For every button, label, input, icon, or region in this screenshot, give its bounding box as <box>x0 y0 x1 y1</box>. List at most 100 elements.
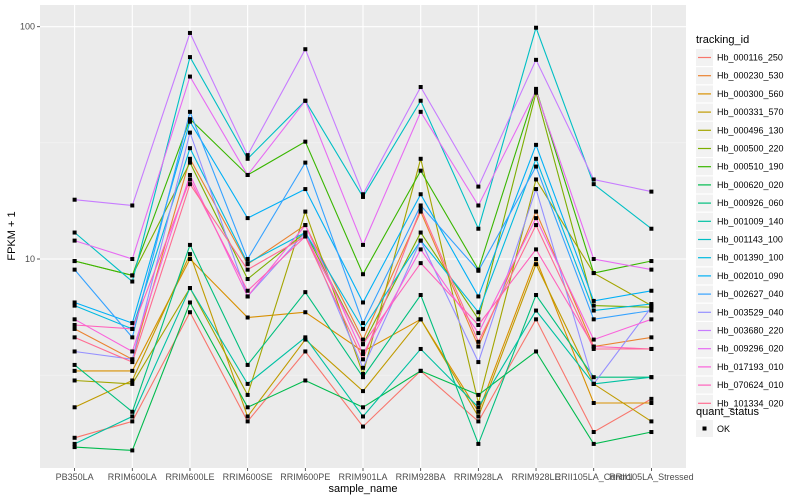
shape-legend-item: OK <box>696 420 730 437</box>
data-point <box>361 352 365 357</box>
legend: tracking_id Hb_000116_250 Hb_000230_530 Hb… <box>696 34 784 437</box>
data-point <box>649 430 654 435</box>
data-point <box>361 424 365 429</box>
data-point <box>187 310 192 315</box>
data-point <box>418 203 423 208</box>
data-point <box>418 247 423 252</box>
data-point <box>476 310 481 315</box>
data-point <box>72 405 77 410</box>
legend-label: Hb_001009_140 <box>717 216 784 226</box>
data-point <box>591 298 596 303</box>
x-tick-label: PB350LA <box>56 472 94 482</box>
legend-label: Hb_000230_530 <box>717 71 784 81</box>
legend-item: Hb_001143_100 <box>696 231 783 248</box>
data-point <box>476 203 481 208</box>
data-point <box>418 156 423 161</box>
legend-item: Hb_017193_010 <box>696 358 784 376</box>
data-point <box>245 362 250 367</box>
data-point <box>187 130 192 135</box>
data-point <box>72 197 77 202</box>
data-point <box>649 288 654 293</box>
x-tick-label: RRIM600LE <box>165 472 214 482</box>
data-point <box>130 335 135 340</box>
data-point <box>476 184 481 189</box>
data-point <box>591 303 596 308</box>
data-point <box>649 400 654 405</box>
data-point <box>476 317 481 322</box>
data-point <box>649 302 654 307</box>
data-point <box>534 247 539 252</box>
legend-item: Hb_070624_010 <box>696 376 784 394</box>
data-point <box>187 74 192 79</box>
data-point <box>476 339 481 344</box>
data-point <box>591 308 596 313</box>
data-point <box>130 203 135 208</box>
legend-item: Hb_000620_020 <box>696 176 784 194</box>
data-point <box>418 238 423 243</box>
data-point <box>187 117 192 122</box>
legend-item: Hb_000230_530 <box>696 67 784 85</box>
data-point <box>418 168 423 173</box>
data-point <box>130 349 135 354</box>
data-point <box>361 194 365 199</box>
data-point <box>187 257 192 262</box>
data-point <box>303 160 308 165</box>
data-point <box>418 98 423 103</box>
legend-label: Hb_001143_100 <box>717 235 783 245</box>
data-point <box>130 419 135 424</box>
legend-label: Hb_000496_130 <box>717 125 784 135</box>
legend-item: Hb_003529_040 <box>696 303 784 321</box>
data-point <box>187 156 192 161</box>
data-point <box>187 109 192 114</box>
data-point <box>418 346 423 351</box>
data-point <box>361 300 365 305</box>
data-point <box>418 368 423 373</box>
data-point <box>303 337 308 342</box>
legend-label: Hb_003529_040 <box>717 307 784 317</box>
data-point <box>649 335 654 340</box>
x-tick-label: RRIM600LA <box>108 472 157 482</box>
data-point <box>72 259 77 264</box>
data-point <box>649 317 654 322</box>
data-point <box>591 182 596 187</box>
data-point <box>245 156 250 161</box>
data-point <box>476 441 481 446</box>
data-point <box>476 331 481 336</box>
legend-label: Hb_101334_020 <box>717 398 784 408</box>
data-point <box>72 300 77 305</box>
legend-label: Hb_000926_060 <box>717 198 784 208</box>
data-point <box>476 414 481 419</box>
data-point <box>476 226 481 231</box>
data-point <box>245 277 250 282</box>
data-point <box>303 310 308 315</box>
data-point <box>649 189 654 194</box>
data-point <box>534 164 539 169</box>
legend-label: Hb_003680_220 <box>717 326 784 336</box>
x-tick-label: RRIM901LA <box>338 472 387 482</box>
data-point <box>130 357 135 362</box>
data-point <box>187 300 192 305</box>
legend-item: Hb_000331_570 <box>696 103 784 121</box>
data-point <box>361 371 365 376</box>
data-point <box>591 317 596 322</box>
data-point <box>361 414 365 419</box>
x-tick-label: RRIM600PE <box>280 472 330 482</box>
data-point <box>303 230 308 235</box>
data-point <box>245 414 250 419</box>
data-point <box>534 216 539 221</box>
data-point <box>72 445 77 450</box>
data-point <box>245 381 250 386</box>
x-tick-label: RRIM928LE <box>512 472 561 482</box>
data-point <box>187 182 192 187</box>
data-point <box>361 272 365 277</box>
data-point <box>591 381 596 386</box>
data-point <box>72 230 77 235</box>
data-point <box>187 146 192 151</box>
data-point <box>187 172 192 177</box>
data-point <box>72 349 77 354</box>
data-point <box>303 139 308 144</box>
legend-label: Hb_002627_040 <box>717 289 784 299</box>
data-point <box>591 346 596 351</box>
data-point <box>72 326 77 331</box>
data-point <box>130 321 135 326</box>
